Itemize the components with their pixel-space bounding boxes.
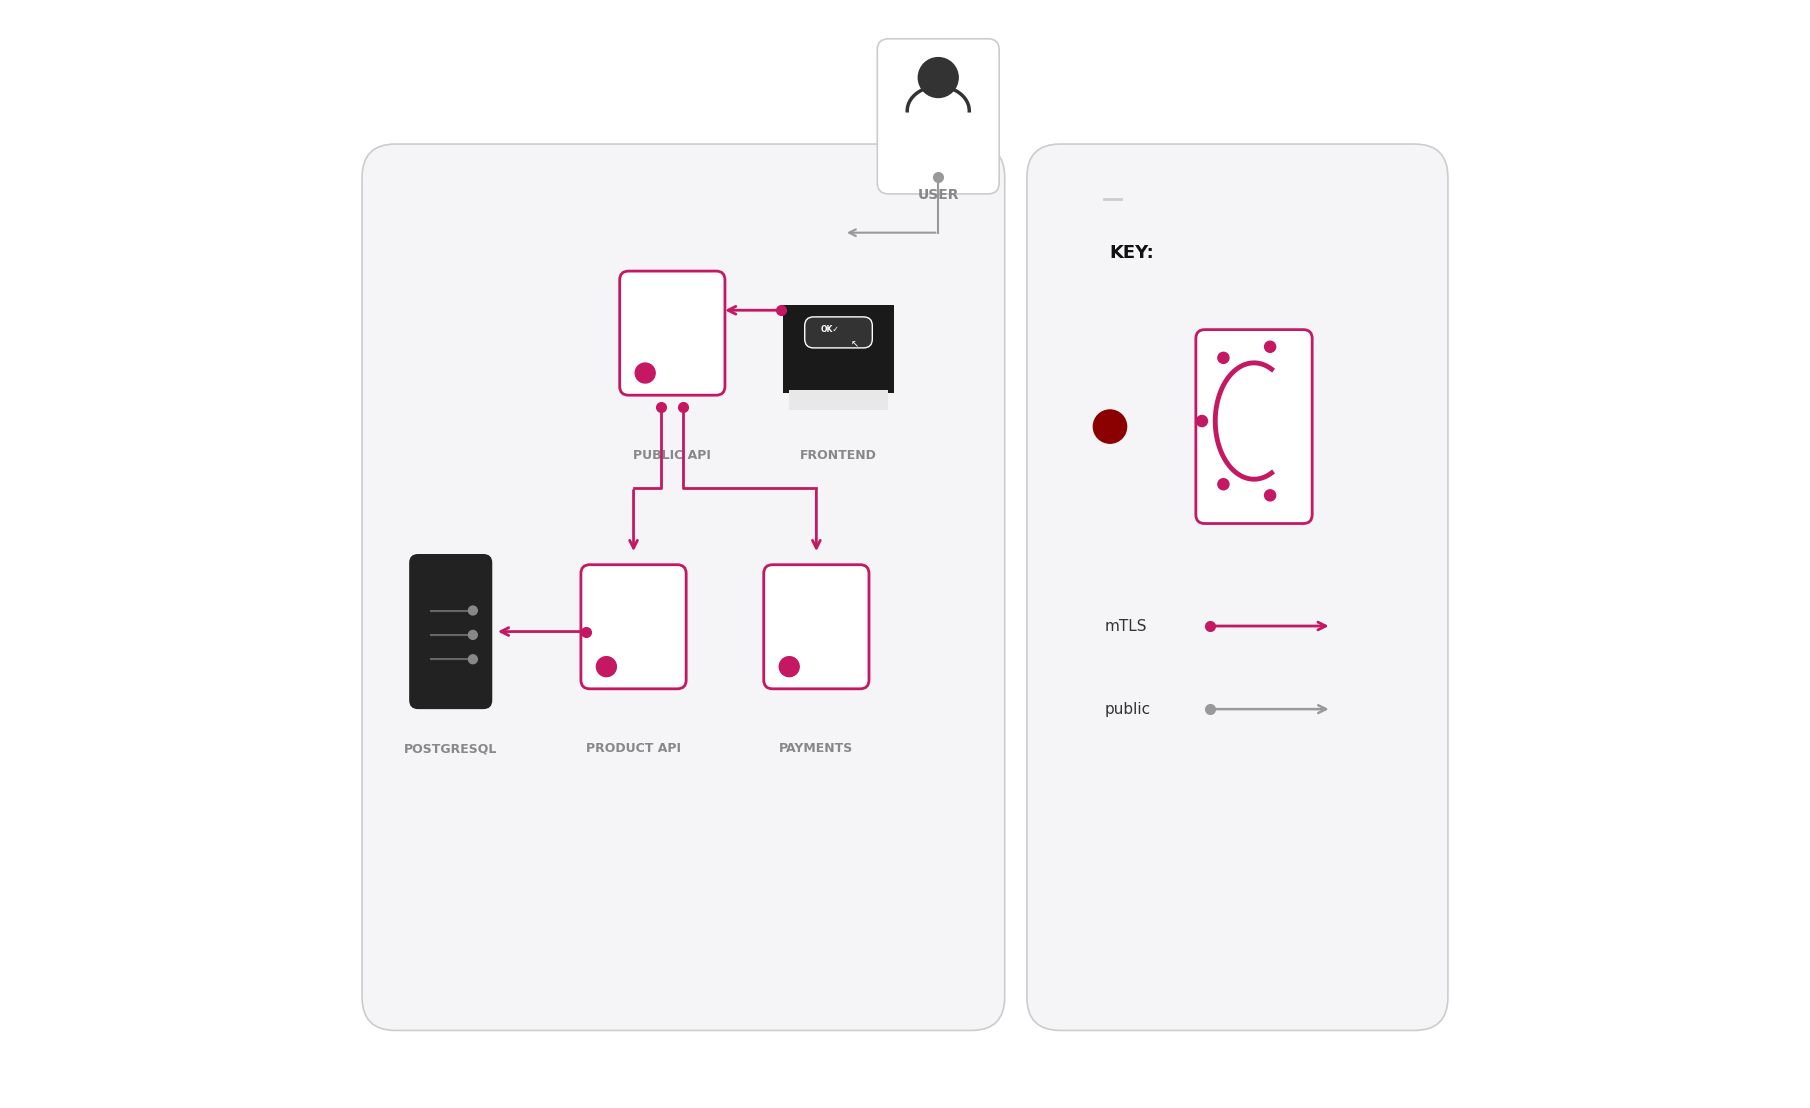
Circle shape <box>1218 352 1229 363</box>
Circle shape <box>469 606 478 615</box>
Text: OK✓: OK✓ <box>820 325 840 334</box>
Text: PAYMENTS: PAYMENTS <box>780 742 854 756</box>
Circle shape <box>1196 416 1207 427</box>
FancyBboxPatch shape <box>1196 330 1312 524</box>
Text: mTLS: mTLS <box>1104 618 1148 634</box>
Text: USER: USER <box>918 188 959 203</box>
FancyBboxPatch shape <box>409 554 492 709</box>
Text: KEY:: KEY: <box>1110 244 1155 261</box>
Text: public: public <box>1104 701 1151 717</box>
FancyBboxPatch shape <box>789 390 889 410</box>
FancyBboxPatch shape <box>805 317 872 348</box>
Circle shape <box>918 58 957 98</box>
Text: ↖: ↖ <box>851 339 860 350</box>
Circle shape <box>597 657 617 677</box>
Circle shape <box>1265 490 1276 501</box>
FancyBboxPatch shape <box>619 271 726 396</box>
FancyBboxPatch shape <box>581 565 686 689</box>
Text: FRONTEND: FRONTEND <box>800 449 878 462</box>
Circle shape <box>1218 479 1229 490</box>
FancyBboxPatch shape <box>764 565 869 689</box>
FancyBboxPatch shape <box>878 39 999 194</box>
FancyBboxPatch shape <box>1026 144 1448 1030</box>
Text: POSTGRESQL: POSTGRESQL <box>404 742 498 756</box>
Circle shape <box>469 655 478 664</box>
Circle shape <box>1093 410 1126 443</box>
FancyBboxPatch shape <box>784 305 894 393</box>
Circle shape <box>1265 341 1276 352</box>
Text: PUBLIC API: PUBLIC API <box>634 449 711 462</box>
FancyBboxPatch shape <box>362 144 1005 1030</box>
Text: PRODUCT API: PRODUCT API <box>586 742 681 756</box>
Circle shape <box>635 363 655 383</box>
Circle shape <box>469 630 478 639</box>
Circle shape <box>780 657 800 677</box>
